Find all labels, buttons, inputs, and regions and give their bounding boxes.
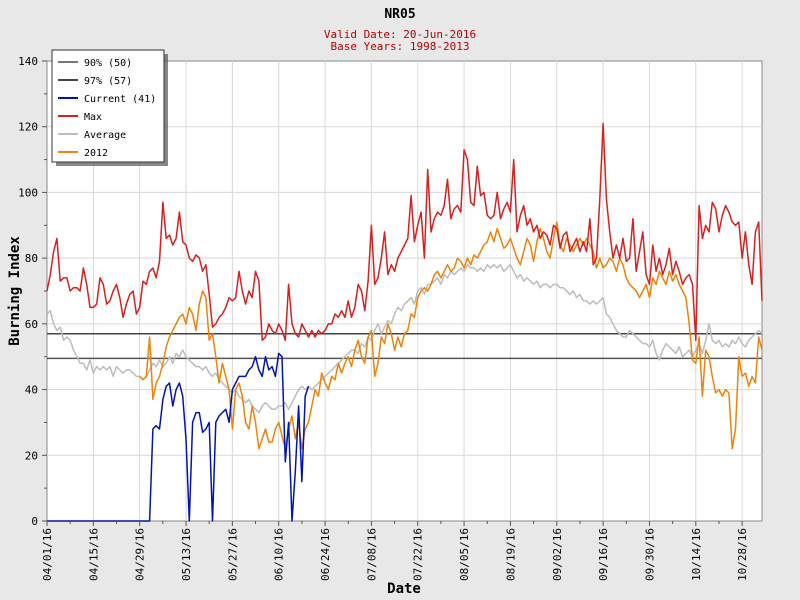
x-tick-label: 08/05/16 bbox=[458, 528, 471, 581]
legend-label: 90% (50) bbox=[84, 58, 132, 69]
x-tick-label: 09/02/16 bbox=[551, 528, 564, 581]
x-tick-label: 10/14/16 bbox=[690, 528, 703, 581]
y-tick-label: 100 bbox=[18, 186, 38, 199]
x-tick-label: 06/24/16 bbox=[319, 528, 332, 581]
y-tick-label: 40 bbox=[25, 384, 38, 397]
x-tick-label: 07/22/16 bbox=[412, 528, 425, 581]
chart-subtitle-valid-date: Valid Date: 20-Jun-2016 bbox=[324, 28, 476, 41]
series-layer bbox=[46, 122, 763, 522]
chart-subtitle-base-years: Base Years: 1998-2013 bbox=[330, 40, 469, 53]
x-tick-label: 09/16/16 bbox=[597, 528, 610, 581]
chart-title: NR05 bbox=[384, 7, 415, 22]
x-tick-label: 05/13/16 bbox=[180, 528, 193, 581]
x-axis-label: Date bbox=[387, 581, 421, 597]
x-tick-label: 04/15/16 bbox=[87, 528, 100, 581]
legend-label: 97% (57) bbox=[84, 76, 132, 87]
x-tick-label: 06/10/16 bbox=[273, 528, 286, 581]
legend-label: Max bbox=[84, 112, 102, 123]
legend-label: 2012 bbox=[84, 148, 108, 159]
y-tick-label: 80 bbox=[25, 252, 38, 265]
y-tick-label: 140 bbox=[18, 55, 38, 68]
legend-label: Current (41) bbox=[84, 94, 156, 105]
y-tick-label: 20 bbox=[25, 449, 38, 462]
legend: 90% (50) 97% (57) Current (41) Max Average 20… bbox=[51, 49, 168, 166]
x-tick-label: 07/08/16 bbox=[365, 528, 378, 581]
x-tick-label: 04/01/16 bbox=[41, 528, 54, 581]
x-tick-label: 08/19/16 bbox=[504, 528, 517, 581]
y-axis: 0 20 40 60 80 100 120 140 bbox=[18, 55, 47, 528]
series-line-current-41 bbox=[47, 352, 310, 522]
x-tick-label: 09/30/16 bbox=[643, 528, 656, 581]
x-tick-label: 10/28/16 bbox=[736, 528, 749, 581]
legend-label: Average bbox=[84, 130, 126, 141]
y-tick-label: 60 bbox=[25, 318, 38, 331]
x-axis: 04/01/16 04/15/16 04/29/16 05/13/16 05/27/16… bbox=[41, 521, 749, 581]
series-line-2012 bbox=[139, 221, 763, 450]
legend-box bbox=[51, 49, 165, 163]
x-tick-label: 04/29/16 bbox=[134, 528, 147, 581]
x-tick-label: 05/27/16 bbox=[226, 528, 239, 581]
y-axis-label: Burning Index bbox=[7, 236, 23, 346]
y-tick-label: 120 bbox=[18, 121, 38, 134]
y-tick-label: 0 bbox=[31, 515, 38, 528]
series-line-max bbox=[46, 122, 763, 342]
series-line-average bbox=[46, 263, 763, 414]
